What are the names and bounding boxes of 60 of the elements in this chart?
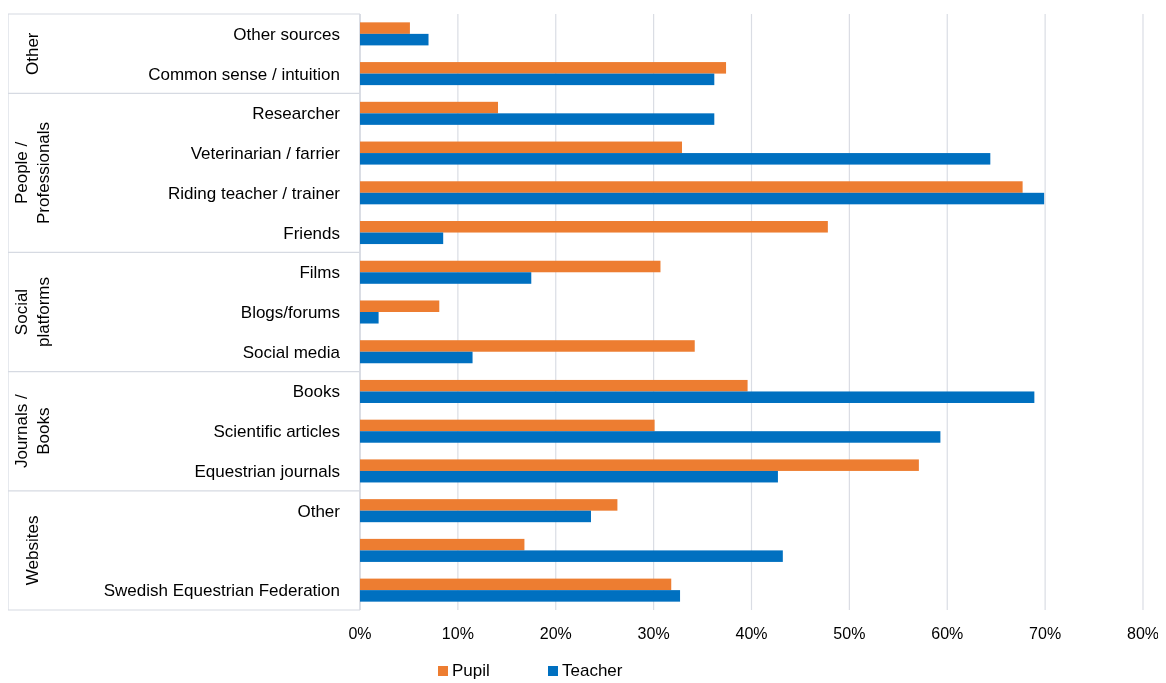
bar: [360, 379, 748, 392]
y-tick-label: Researcher: [252, 104, 341, 124]
y-tick-label: Common sense / intuition: [148, 64, 340, 84]
y-tick-label: Swedish Equestrian Federation: [103, 581, 340, 601]
bar: [360, 459, 919, 471]
bar: [360, 141, 683, 154]
legend-label: Pupil: [452, 661, 490, 680]
bar: [360, 550, 783, 562]
bar: [360, 510, 591, 523]
bar: [360, 181, 1023, 193]
y-tick-label: Other sources: [233, 24, 340, 44]
text: Websites: [23, 515, 42, 586]
y-tick-label: Equestrian journals: [194, 461, 340, 481]
y-tick-label: Riding teacher / trainer: [168, 183, 341, 203]
bar: [360, 73, 715, 86]
x-tick-label: 50%: [833, 625, 866, 642]
bar: [360, 391, 1035, 403]
bar: [360, 192, 1045, 205]
legend-label: Teacher: [562, 661, 623, 680]
bar: [360, 221, 828, 233]
bar: [360, 431, 941, 443]
x-tick-label: 80%: [1126, 625, 1160, 642]
bar: [360, 470, 778, 483]
bar: [360, 300, 440, 312]
bar: [360, 538, 525, 551]
x-tick-label: 0%: [348, 625, 372, 642]
x-tick-label: 10%: [441, 625, 474, 642]
x-tick-label: 40%: [735, 625, 768, 642]
x-tick-label: 60%: [931, 625, 964, 642]
bar: [360, 101, 498, 114]
bar: [360, 153, 991, 165]
text: People / Professionals: [12, 121, 53, 224]
bar: [360, 578, 672, 591]
bar: [360, 272, 532, 284]
x-tick-label: 30%: [637, 625, 670, 642]
bar: [360, 312, 379, 324]
y-tick-label: Social media: [242, 342, 341, 362]
y-tick-label: Veterinarian / farrier: [190, 144, 341, 164]
bar: [360, 33, 429, 46]
bar: [360, 22, 410, 34]
y-tick-label: Friends: [283, 223, 340, 243]
bar: [360, 113, 715, 125]
bar: [360, 499, 618, 511]
x-tick-label: 20%: [539, 625, 572, 642]
y-tick-label: Other: [297, 501, 341, 521]
bar: [360, 340, 695, 352]
text: Journals / Books: [12, 394, 53, 469]
bar: [360, 232, 444, 245]
bar: [360, 260, 661, 273]
y-tick-label: Blogs/forums: [240, 303, 340, 322]
bar: [360, 419, 655, 432]
x-tick-label: 70%: [1029, 625, 1062, 642]
bar: [360, 590, 681, 602]
y-tick-label: Films: [299, 263, 340, 283]
bar: [360, 62, 727, 74]
y-tick-label: Scientific articles: [213, 422, 340, 442]
bar: [360, 351, 473, 364]
text: Other: [23, 32, 42, 75]
text: Social platforms: [12, 277, 53, 347]
y-tick-label: Books: [292, 382, 340, 402]
